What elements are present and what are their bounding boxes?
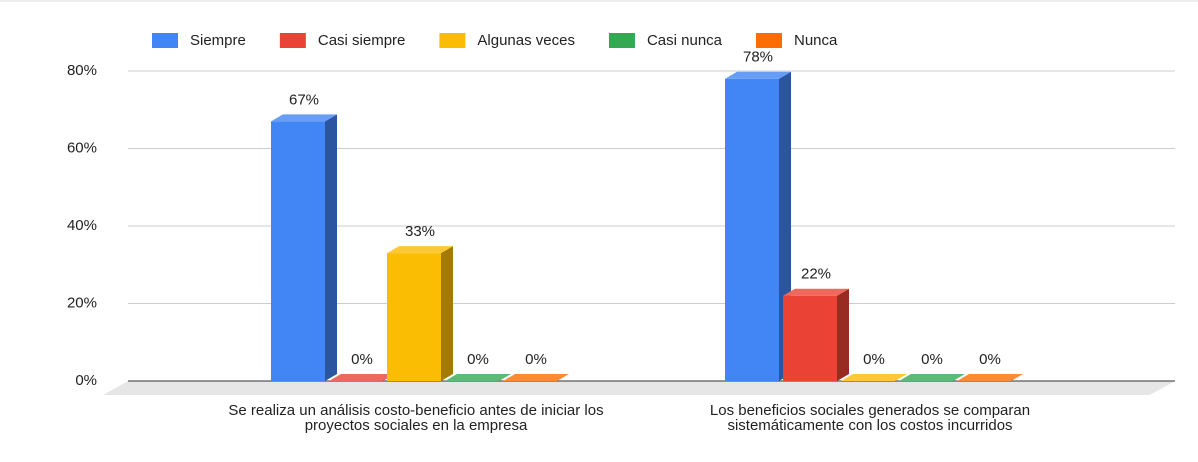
- y-tick-label: 40%: [67, 217, 97, 234]
- data-label: 0%: [921, 351, 943, 368]
- legend-swatch: [439, 33, 466, 48]
- y-tick-label: 80%: [67, 62, 97, 79]
- data-label: 33%: [405, 223, 435, 240]
- bar: [783, 295, 837, 381]
- bar-top: [329, 374, 395, 381]
- bar-top: [445, 374, 511, 381]
- legend-label: Nunca: [794, 32, 838, 49]
- bar: [271, 121, 325, 381]
- legend-label: Siempre: [190, 32, 246, 49]
- floor: [103, 381, 1175, 395]
- bar-side: [441, 246, 453, 381]
- bar-top: [783, 288, 849, 296]
- legend-swatch: [756, 33, 782, 48]
- data-label: 0%: [525, 351, 547, 368]
- bar-side: [325, 114, 337, 381]
- bar-top: [387, 246, 453, 254]
- data-label: 67%: [289, 91, 319, 108]
- y-tick-label: 60%: [67, 139, 97, 156]
- data-label: 0%: [863, 351, 885, 368]
- data-label: 0%: [351, 351, 373, 368]
- legend-label: Casi siempre: [318, 32, 406, 49]
- y-tick-label: 0%: [75, 372, 97, 389]
- bar-top: [271, 114, 337, 122]
- legend-label: Casi nunca: [647, 32, 723, 49]
- bar-top: [957, 374, 1023, 381]
- y-tick-label: 20%: [67, 294, 97, 311]
- x-tick-label: Se realiza un análisis costo-beneficio a…: [228, 402, 604, 434]
- legend-label: Algunas veces: [477, 32, 575, 49]
- data-label: 0%: [979, 351, 1001, 368]
- bar-top: [841, 374, 907, 381]
- legend-swatch: [152, 33, 178, 48]
- data-label: 22%: [801, 266, 831, 283]
- bar: [387, 253, 441, 381]
- legend-swatch: [279, 33, 306, 48]
- data-label: 0%: [467, 351, 489, 368]
- bar-side: [837, 288, 849, 381]
- bar-top: [899, 374, 965, 381]
- bar: [725, 78, 779, 381]
- bar-top: [725, 71, 791, 79]
- bar-top: [503, 374, 569, 381]
- data-label: 78%: [743, 49, 773, 66]
- x-tick-label: Los beneficios sociales generados se com…: [709, 402, 1031, 434]
- legend-swatch: [608, 33, 635, 48]
